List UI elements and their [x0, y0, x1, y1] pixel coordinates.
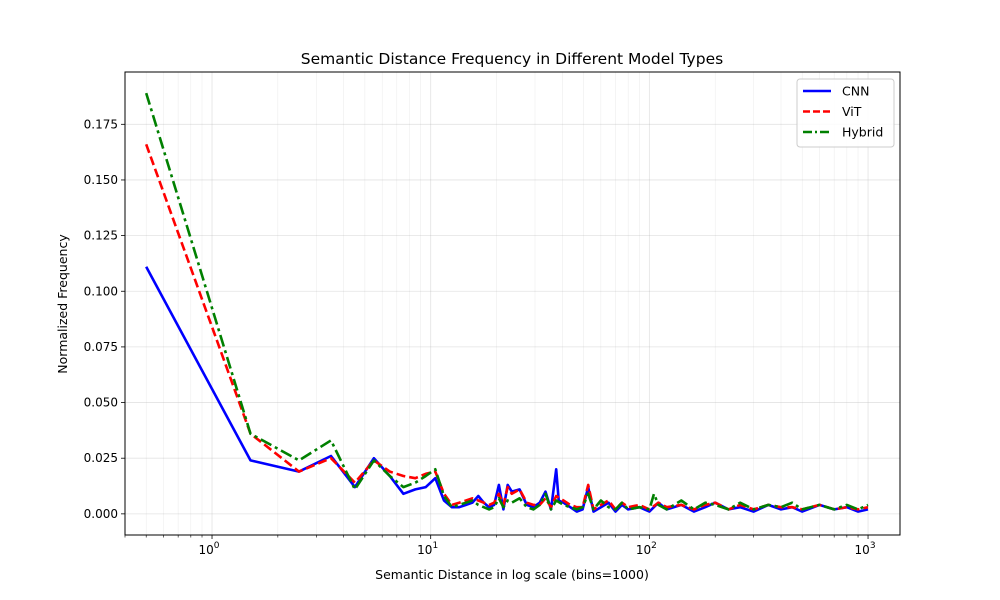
legend-box — [796, 78, 895, 148]
y-tick-label: 0.000 — [84, 507, 118, 521]
grid — [124, 72, 900, 535]
legend-label-hybrid: Hybrid — [842, 125, 883, 140]
plot-lines — [144, 92, 869, 513]
x-axis-label: Semantic Distance in log scale (bins=100… — [375, 567, 649, 582]
y-tick-label: 0.075 — [84, 340, 118, 354]
x-tick-label: 100 — [199, 541, 220, 557]
y-tick-label: 0.125 — [84, 229, 118, 243]
y-tick-label: 0.025 — [84, 451, 118, 465]
chart-title: Semantic Distance Frequency in Different… — [301, 50, 723, 68]
axis-ticks: 0.000 0.025 0.050 0.075 0.100 0.125 0.150 0.175… — [84, 117, 876, 557]
legend: CNN ViT Hybrid — [796, 78, 895, 148]
x-tick-label: 103 — [855, 541, 876, 557]
y-tick-label: 0.150 — [84, 173, 118, 187]
series-line-hybrid — [144, 92, 869, 511]
x-tick-label: 101 — [417, 541, 438, 557]
y-tick-label: 0.050 — [84, 396, 118, 410]
plot-frame — [124, 71, 901, 536]
y-axis-label: Normalized Frequency — [55, 234, 70, 374]
y-tick-label: 0.100 — [84, 284, 118, 298]
y-tick-label: 0.175 — [84, 117, 118, 131]
legend-label-vit: ViT — [842, 104, 862, 119]
x-tick-label: 102 — [636, 541, 657, 557]
legend-label-cnn: CNN — [842, 84, 869, 99]
